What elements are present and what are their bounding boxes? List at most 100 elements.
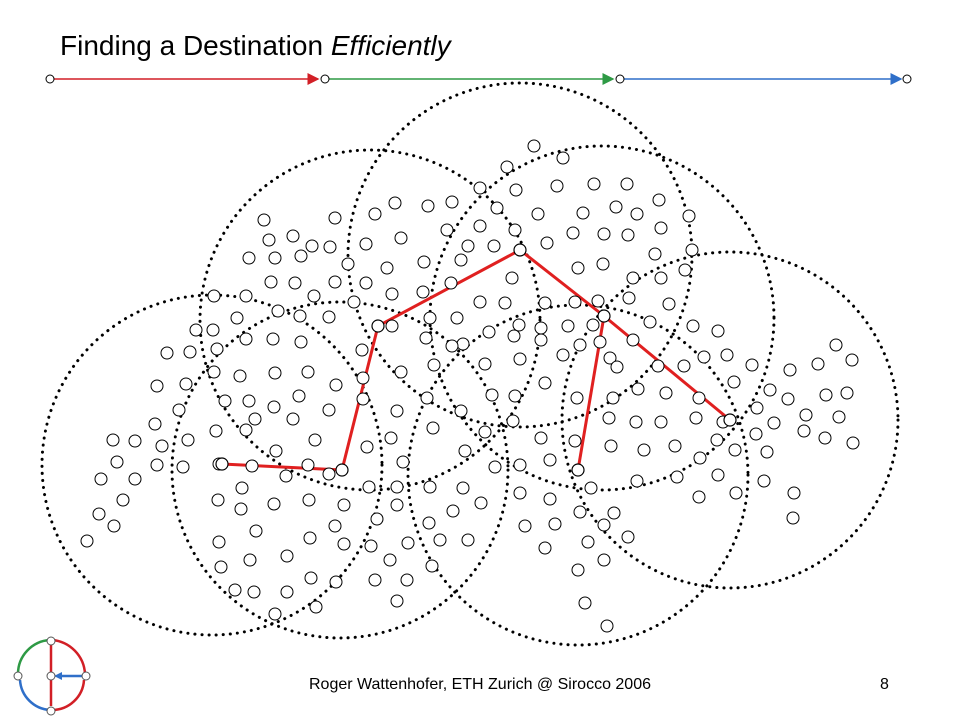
title-plain: Finding a Destination [60,30,331,61]
route-node [597,309,611,323]
network-node [294,335,308,349]
network-node [597,553,611,567]
network-node [307,289,321,303]
network-node [384,431,398,445]
logo-node [13,671,23,681]
network-node [385,319,399,333]
network-node [604,439,618,453]
network-node [214,560,228,574]
network-node [155,439,169,453]
network-node [473,295,487,309]
network-node [420,391,434,405]
network-node [626,271,640,285]
network-node [234,502,248,516]
network-node [711,324,725,338]
network-node [445,339,459,353]
network-node [668,439,682,453]
network-node [148,417,162,431]
network-node [692,490,706,504]
network-node [548,517,562,531]
network-node [364,539,378,553]
network-node [268,366,282,380]
network-node [249,524,263,538]
network-node [610,360,624,374]
range-circle [560,250,900,590]
network-node [787,486,801,500]
network-node [652,193,666,207]
network-node [461,239,475,253]
network-node [538,376,552,390]
network-node [587,177,601,191]
network-node [107,519,121,533]
network-node [301,458,315,472]
network-node [478,357,492,371]
network-node [630,207,644,221]
network-node [359,276,373,290]
header-arrow-bar [45,73,912,85]
network-node [394,365,408,379]
network-node [556,348,570,362]
network-node [445,195,459,209]
network-node [211,493,225,507]
network-node [670,470,684,484]
network-node [478,425,492,439]
network-node [207,365,221,379]
network-node [686,319,700,333]
network-node [534,333,548,347]
network-node [210,342,224,356]
network-node [729,486,743,500]
network-node [711,468,725,482]
network-node [832,410,846,424]
network-node [189,323,203,337]
logo-arc-green [16,638,51,675]
network-node [218,394,232,408]
network-node [401,536,415,550]
network-node [280,549,294,563]
network-node [280,585,294,599]
network-node [811,357,825,371]
logo-node [46,636,56,646]
network-node [550,179,564,193]
network-node [512,318,526,332]
network-node [347,295,361,309]
header-node [902,74,912,84]
network-node [573,338,587,352]
network-node [473,219,487,233]
network-node [322,310,336,324]
network-node [654,221,668,235]
network-node [242,251,256,265]
network-node [239,423,253,437]
network-node [292,389,306,403]
network-node [689,411,703,425]
network-node [763,383,777,397]
network-node [423,480,437,494]
network-node [433,533,447,547]
network-node [160,346,174,360]
network-node [286,412,300,426]
network-node [682,209,696,223]
network-node [458,444,472,458]
logo-arc-blue [18,679,51,712]
network-node [473,181,487,195]
network-node [781,392,795,406]
network-node [176,460,190,474]
network-node [206,323,220,337]
network-node [597,227,611,241]
network-node [845,353,859,367]
route-node [723,413,737,427]
network-node [482,325,496,339]
network-node [531,207,545,221]
network-node [540,236,554,250]
network-node [444,276,458,290]
network-node [597,518,611,532]
network-node [264,275,278,289]
network-node [581,535,595,549]
network-node [596,257,610,271]
network-node [329,378,343,392]
network-node [268,251,282,265]
network-node [651,359,665,373]
network-node [818,431,832,445]
network-node [609,200,623,214]
network-node [356,392,370,406]
network-node [390,498,404,512]
